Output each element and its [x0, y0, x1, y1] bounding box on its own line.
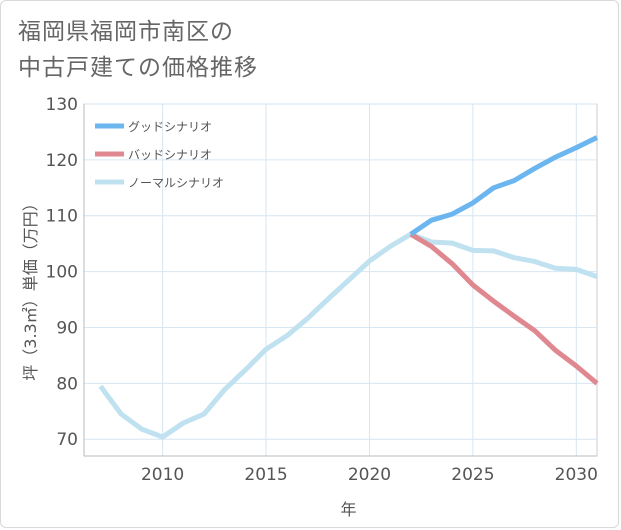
legend-label-1: グッドシナリオ: [128, 120, 212, 134]
y-tick-label-70: 70: [56, 430, 78, 450]
series-line-3: [98, 231, 598, 440]
y-tick-label-120: 120: [46, 151, 78, 171]
x-tick-label-2025: 2025: [451, 465, 494, 485]
chart-title: 福岡県福岡市南区の 中古戸建ての価格推移: [18, 14, 438, 86]
title-line-2: 中古戸建ての価格推移: [18, 55, 258, 81]
y-axis-title: 坪（3.3㎡）単価（万円）: [21, 195, 40, 380]
y-tick-label-100: 100: [46, 263, 78, 283]
y-tick-label-130: 130: [46, 95, 78, 115]
title-line-1: 福岡県福岡市南区の: [18, 19, 234, 45]
x-tick-label-2020: 2020: [348, 465, 391, 485]
legend-label-3: ノーマルシナリオ: [128, 176, 224, 190]
x-tick-label-2030: 2030: [555, 465, 598, 485]
x-axis-title: 年: [340, 500, 356, 519]
x-tick-label-2010: 2010: [141, 465, 184, 485]
series-line-1: [409, 135, 599, 237]
x-tick-label-2015: 2015: [244, 465, 287, 485]
y-tick-label-80: 80: [56, 374, 78, 394]
legend-label-2: バッドシナリオ: [128, 148, 212, 162]
y-tick-label-90: 90: [56, 318, 78, 338]
y-tick-label-110: 110: [46, 207, 78, 227]
series-line-2: [409, 232, 599, 386]
